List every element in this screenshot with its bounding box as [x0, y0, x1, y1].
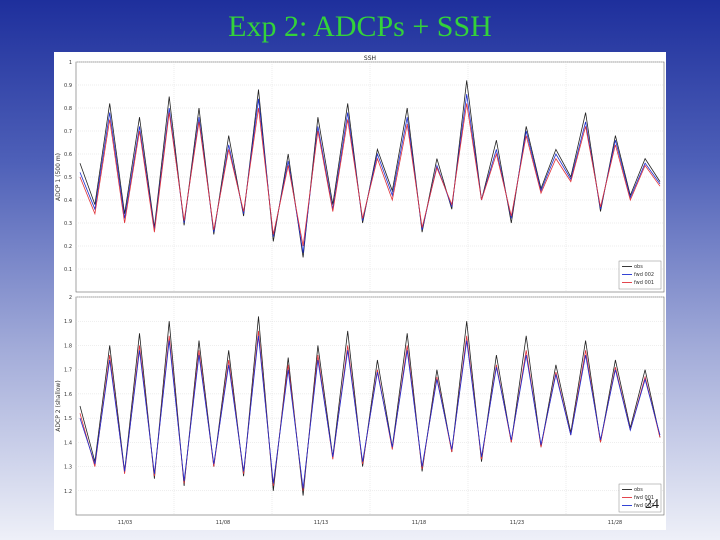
y-tick-label: 1.6 [64, 392, 72, 398]
y-tick-label: 1.3 [64, 465, 72, 471]
legend-label: obs [634, 264, 643, 270]
legend-label: fwd 001 [634, 280, 654, 286]
y-tick-label: 0.5 [64, 175, 72, 181]
y-tick-label: 0.3 [64, 221, 72, 227]
x-tick-label: 11/18 [412, 520, 426, 526]
y-tick-label: 1.7 [64, 368, 72, 374]
y-tick-label: 1.2 [64, 489, 72, 495]
y-tick-label: 2 [69, 295, 72, 301]
legend-label: fwd 002 [634, 272, 654, 278]
y-tick-label: 0.1 [64, 267, 72, 273]
y-tick-label: 0.7 [64, 129, 72, 135]
y-tick-label: 1 [69, 60, 72, 66]
slide-title: Exp 2: ADCPs + SSH [228, 10, 492, 43]
x-tick-label: 11/23 [510, 520, 524, 526]
y-tick-label: 1.5 [64, 416, 72, 422]
y-tick-label: 0.6 [64, 152, 72, 158]
x-tick-label: 11/03 [118, 520, 132, 526]
chart-title: SSH [364, 55, 376, 62]
series-line-fwd-001 [79, 103, 661, 247]
y-tick-label: 1.4 [64, 440, 72, 446]
page-number: 24 [645, 497, 659, 512]
x-tick-label: 11/13 [314, 520, 328, 526]
legend-label: obs [634, 487, 643, 493]
y-axis-label: ADCP 2 (shallow) [55, 380, 62, 431]
chart-svg: 0.1 0.2 0.3 0.4 0.5 0.6 0.7 0.8 0.9 1 SSH ADCP 1 (5… [55, 55, 665, 526]
series-line-obs [79, 316, 661, 496]
legend-label: fwd 002 [634, 503, 654, 509]
y-axis-label: ADCP 1 (500 m) [55, 153, 62, 201]
legend-label: fwd 001 [634, 495, 654, 501]
y-tick-label: 0.4 [64, 198, 72, 204]
series-line-fwd-002 [79, 335, 661, 489]
legend-box [618, 260, 662, 290]
x-tick-label: 11/08 [216, 520, 230, 526]
legend-box [618, 483, 662, 513]
y-tick-label: 0.2 [64, 244, 72, 250]
y-tick-label: 1.8 [64, 343, 72, 349]
y-tick-label: 0.9 [64, 83, 72, 89]
x-tick-label: 11/28 [608, 520, 622, 526]
y-tick-label: 0.8 [64, 106, 72, 112]
chart-figure: 0.1 0.2 0.3 0.4 0.5 0.6 0.7 0.8 0.9 1 SSH ADCP 1 (5… [54, 52, 666, 530]
y-tick-label: 1.9 [64, 319, 72, 325]
